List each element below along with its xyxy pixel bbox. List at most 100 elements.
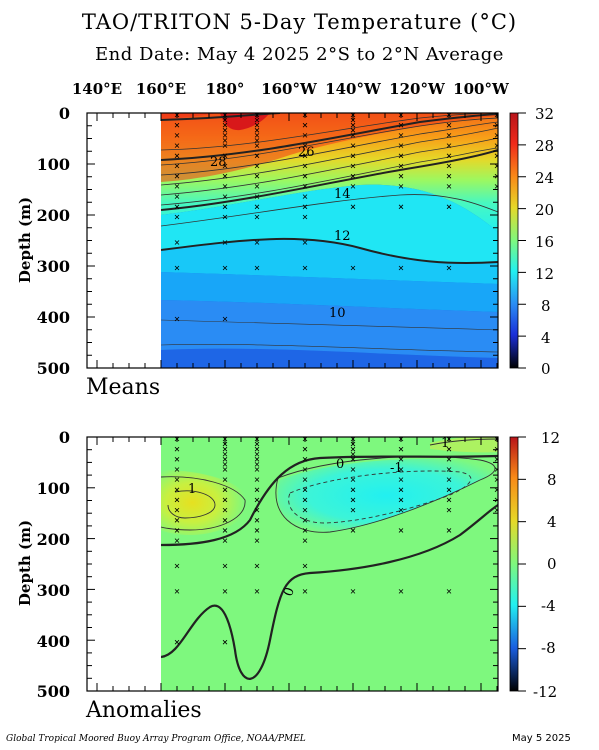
layer-12 [161, 238, 498, 284]
cb-means-4: 4 [541, 329, 551, 347]
sensor-marker [446, 589, 452, 594]
sensor-marker [494, 122, 498, 128]
sensor-marker [398, 133, 404, 138]
lon-label-100w: 100°W [453, 80, 509, 98]
sensor-marker [254, 133, 260, 138]
sensor-marker [494, 153, 498, 159]
sensor-marker [222, 163, 228, 169]
sensor-marker [254, 446, 260, 452]
sensor-marker [174, 639, 180, 645]
means-colorbar [509, 112, 519, 369]
sensor-marker [222, 122, 228, 128]
sensor-marker [494, 133, 498, 138]
sensor-marker [494, 477, 498, 482]
sensor-marker [350, 128, 356, 133]
cb-anom-neg12: -12 [533, 683, 557, 701]
sensor-marker [446, 265, 452, 271]
contour-label-26: 26 [298, 145, 315, 160]
negative-anomaly-core [277, 459, 495, 533]
sensor-marker [350, 143, 356, 148]
anom-y-400: 400 [37, 632, 70, 651]
sensor-marker [222, 133, 228, 138]
sensor-marker [446, 133, 452, 138]
sensor-marker [446, 204, 452, 210]
lon-label-140e: 140°E [71, 80, 123, 98]
sensor-marker [174, 133, 180, 138]
sensor-marker [254, 173, 260, 179]
sensor-marker [398, 589, 404, 594]
sensor-marker [350, 507, 356, 513]
sensor-marker [222, 477, 228, 482]
contour-label-12: 12 [334, 229, 351, 244]
sensor-marker [302, 240, 308, 245]
means-y-400: 400 [37, 308, 70, 327]
sensor-marker [254, 477, 260, 482]
sensor-marker [222, 143, 228, 148]
contour-label-14: 14 [334, 187, 351, 202]
cb-anom-neg8: -8 [541, 639, 556, 657]
sensor-marker [222, 538, 228, 543]
means-y-tick-labels: 0 100 200 300 400 500 [37, 104, 70, 378]
sensor-marker [446, 153, 452, 159]
sensor-marker [446, 173, 452, 179]
sensor-marker [302, 477, 308, 482]
sensor-marker [254, 563, 260, 569]
anomaly-label-neg1: -1 [390, 461, 403, 476]
means-y-0: 0 [59, 104, 70, 123]
sensor-marker [254, 204, 260, 210]
sensor-marker [254, 487, 260, 493]
sensor-marker [174, 122, 180, 128]
layer-11 [161, 272, 498, 312]
sensor-marker [174, 214, 180, 220]
sensor-marker [494, 487, 498, 493]
layer-13 [161, 184, 498, 264]
sensor-marker [398, 265, 404, 271]
layer-10 [161, 300, 498, 358]
sensor-marker [446, 163, 452, 169]
sensor-marker [222, 639, 228, 645]
sensor-marker [174, 173, 180, 179]
anomalies-y-axis-label: Depth (m) [16, 520, 34, 606]
sensor-marker [222, 589, 228, 594]
sensor-marker [350, 153, 356, 159]
means-contour-labels: 28 26 14 12 10 [210, 145, 351, 321]
anomalies-y-tick-labels: 0 100 200 300 400 500 [37, 428, 70, 701]
sensor-marker [174, 457, 180, 462]
sensor-marker [174, 163, 180, 169]
sensor-marker [350, 487, 356, 493]
sensor-marker [494, 467, 498, 472]
sensor-marker [398, 487, 404, 493]
sensor-marker [446, 507, 452, 513]
sensor-marker [222, 316, 228, 322]
sensor-marker [494, 184, 498, 189]
sensor-marker [350, 265, 356, 271]
anomaly-sensor-markers [174, 437, 498, 645]
sensor-marker [222, 194, 228, 199]
means-y-axis-label: Depth (m) [16, 197, 34, 283]
sensor-marker [302, 487, 308, 493]
sensor-marker [222, 184, 228, 189]
sensor-marker [254, 214, 260, 220]
sensor-marker [398, 477, 404, 482]
means-ticks [87, 112, 498, 369]
sensor-marker [222, 153, 228, 159]
anomalies-colorbar [509, 436, 519, 692]
sensor-marker [398, 507, 404, 513]
sensor-marker [494, 446, 498, 452]
sensor-marker [494, 163, 498, 169]
cb-means-16: 16 [535, 233, 554, 251]
sensor-marker [446, 184, 452, 189]
sensor-marker [398, 446, 404, 452]
sensor-marker [350, 589, 356, 594]
sensor-marker [254, 143, 260, 148]
anom-y-100: 100 [37, 479, 70, 498]
means-isotherms [161, 113, 498, 353]
sensor-marker [350, 457, 356, 462]
sensor-marker [446, 457, 452, 462]
cb-anom-0: 0 [547, 555, 557, 573]
sensor-marker [302, 122, 308, 128]
sensor-marker [222, 497, 228, 503]
sensor-marker [174, 538, 180, 543]
sensor-marker [398, 122, 404, 128]
sensor-marker [398, 528, 404, 533]
